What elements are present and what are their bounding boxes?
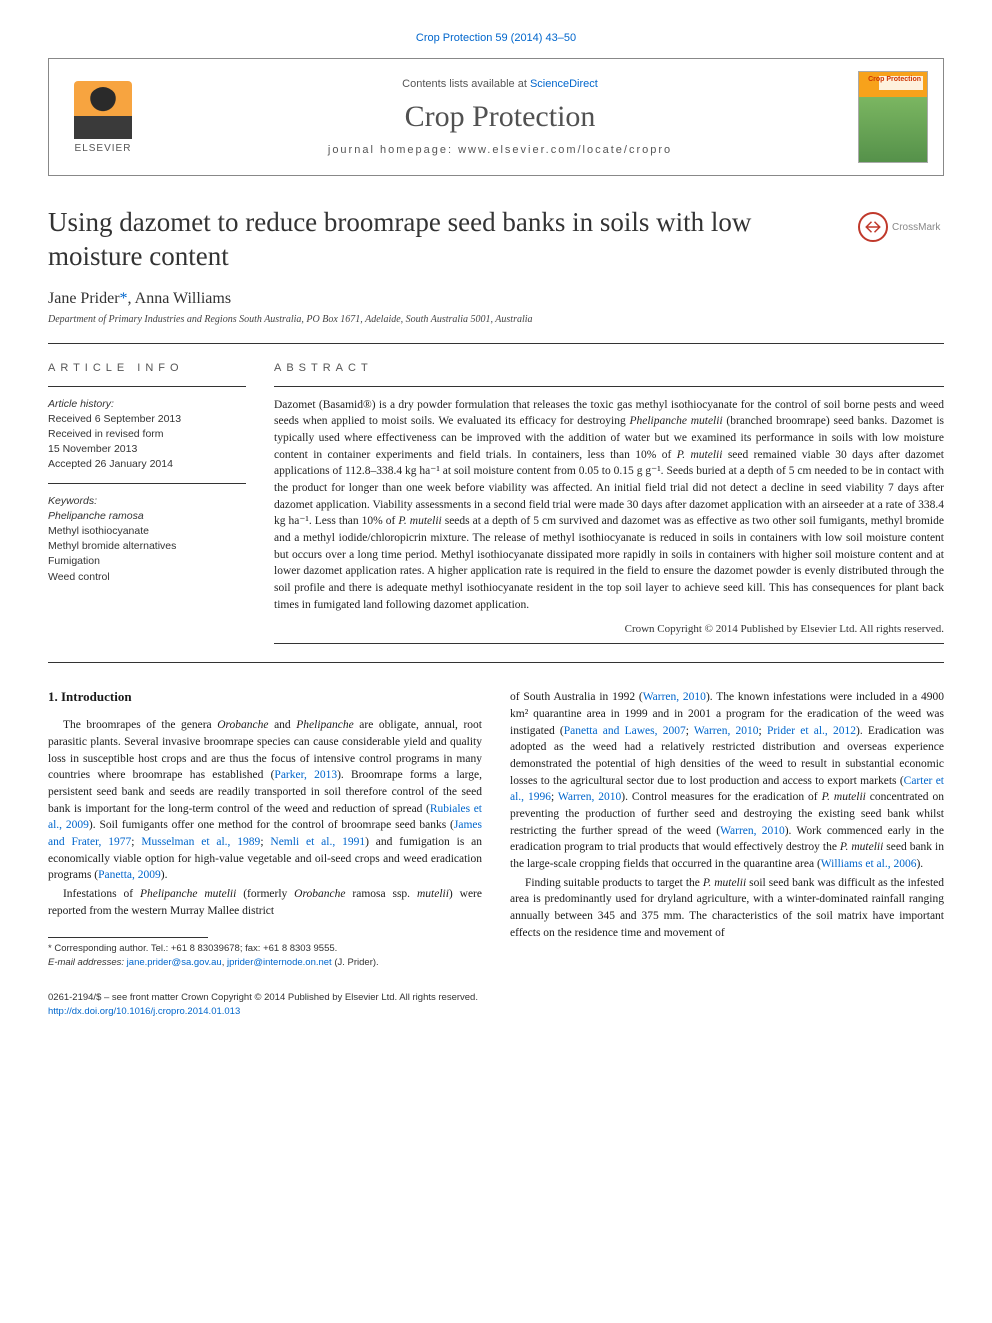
corr-label: * Corresponding author. [48, 943, 151, 954]
section-title: Introduction [61, 689, 132, 704]
divider-top [48, 343, 944, 344]
citation-link[interactable]: Panetta and Lawes, 2007 [564, 725, 686, 737]
journal-header: ELSEVIER Contents lists available at Sci… [48, 58, 944, 176]
doi-link[interactable]: http://dx.doi.org/10.1016/j.cropro.2014.… [48, 1006, 240, 1017]
right-column: of South Australia in 1992 (Warren, 2010… [510, 689, 944, 969]
citation-link[interactable]: Parker, 2013 [274, 769, 337, 781]
article-title: Using dazomet to reduce broomrape seed b… [48, 206, 828, 274]
body-columns: 1. Introduction The broomrapes of the ge… [48, 689, 944, 969]
journal-title: Crop Protection [405, 100, 596, 134]
paragraph: of South Australia in 1992 (Warren, 2010… [510, 689, 944, 872]
citation-link[interactable]: James and Frater, 1977 [48, 819, 482, 848]
email-link[interactable]: jprider@internode.on.net [227, 957, 332, 968]
crossmark-widget[interactable]: CrossMark [858, 212, 944, 242]
citation-link[interactable]: Prider et al., 2012 [767, 725, 856, 737]
history-line: Received 6 September 2013 [48, 412, 246, 427]
email-suffix: (J. Prider). [332, 957, 379, 968]
abstract-text: Dazomet (Basamid®) is a dry powder formu… [274, 397, 944, 614]
corresponding-footnote: * Corresponding author. Tel.: +61 8 8303… [48, 942, 482, 955]
article-info-heading: ARTICLE INFO [48, 362, 246, 374]
fax: +61 8 8303 9555. [263, 943, 337, 954]
author-2: Anna Williams [135, 290, 231, 307]
sciencedirect-link[interactable]: ScienceDirect [530, 78, 598, 90]
contents-prefix: Contents lists available at [402, 78, 530, 90]
publisher-logo-cell: ELSEVIER [49, 59, 157, 175]
email-footnote: E-mail addresses: jane.prider@sa.gov.au,… [48, 956, 482, 969]
cover-title-text: Crop Protection [868, 76, 921, 83]
email-label: E-mail addresses: [48, 957, 127, 968]
divider-mid [48, 662, 944, 663]
corresponding-marker[interactable]: * [120, 290, 128, 307]
footer-bar: 0261-2194/$ – see front matter Crown Cop… [48, 991, 944, 1020]
keyword: Fumigation [48, 554, 246, 569]
keyword: Weed control [48, 570, 246, 585]
left-column: 1. Introduction The broomrapes of the ge… [48, 689, 482, 969]
citation-link[interactable]: Warren, 2010 [720, 825, 785, 837]
history-line: 15 November 2013 [48, 442, 246, 457]
history-line: Accepted 26 January 2014 [48, 457, 246, 472]
abstract-heading: ABSTRACT [274, 362, 944, 374]
tel: +61 8 83039678 [171, 943, 240, 954]
citation-link[interactable]: Warren, 2010 [694, 725, 759, 737]
citation-link[interactable]: Musselman et al., 1989 [141, 836, 260, 848]
history-label: Article history: [48, 397, 246, 412]
issn-line: 0261-2194/$ – see front matter Crown Cop… [48, 991, 944, 1005]
citation-link[interactable]: Warren, 2010 [558, 791, 621, 803]
issue-citation: Crop Protection 59 (2014) 43–50 [48, 32, 944, 44]
citation-link[interactable]: Warren, 2010 [643, 691, 706, 703]
abstract-rule [274, 386, 944, 387]
contents-available-line: Contents lists available at ScienceDirec… [402, 78, 598, 90]
elsevier-logo: ELSEVIER [64, 72, 142, 162]
tel-label: Tel.: [151, 943, 171, 954]
cover-thumb-cell: Crop Protection [843, 59, 943, 175]
crossmark-label: CrossMark [892, 222, 940, 233]
section-number: 1. [48, 689, 58, 704]
header-center: Contents lists available at ScienceDirec… [157, 59, 843, 175]
author-1: Jane Prider [48, 290, 120, 307]
elsevier-logo-text: ELSEVIER [75, 143, 132, 154]
paragraph: Infestations of Phelipanche mutelii (for… [48, 886, 482, 919]
fax-label: ; fax: [240, 943, 263, 954]
keyword: Methyl isothiocyanate [48, 524, 246, 539]
citation-link[interactable]: Rubiales et al., 2009 [48, 803, 482, 832]
homepage-url[interactable]: www.elsevier.com/locate/cropro [458, 144, 672, 156]
citation-link[interactable]: Panetta, 2009 [98, 869, 161, 881]
history-line: Received in revised form [48, 427, 246, 442]
issue-citation-link[interactable]: Crop Protection 59 (2014) 43–50 [416, 32, 576, 44]
paragraph: Finding suitable products to target the … [510, 875, 944, 942]
journal-homepage-line: journal homepage: www.elsevier.com/locat… [328, 144, 672, 156]
citation-link[interactable]: Williams et al., 2006 [821, 858, 917, 870]
keyword: Phelipanche ramosa [48, 509, 246, 524]
abstract-column: ABSTRACT Dazomet (Basamid®) is a dry pow… [274, 362, 944, 645]
footnote-rule [48, 937, 208, 938]
authors-line: Jane Prider*, Anna Williams [48, 290, 944, 308]
paragraph: The broomrapes of the genera Orobanche a… [48, 717, 482, 884]
email-link[interactable]: jane.prider@sa.gov.au [127, 957, 222, 968]
keyword: Methyl bromide alternatives [48, 539, 246, 554]
affiliation: Department of Primary Industries and Reg… [48, 314, 944, 325]
abstract-copyright: Crown Copyright © 2014 Published by Else… [274, 623, 944, 635]
article-info-column: ARTICLE INFO Article history: Received 6… [48, 362, 246, 645]
homepage-label: journal homepage: [328, 144, 458, 156]
crossmark-icon [858, 212, 888, 242]
abstract-bottom-rule [274, 643, 944, 644]
keywords-label: Keywords: [48, 494, 246, 509]
section-heading: 1. Introduction [48, 689, 482, 705]
citation-link[interactable]: Nemli et al., 1991 [270, 836, 365, 848]
journal-cover-thumbnail: Crop Protection [858, 71, 928, 163]
elsevier-tree-icon [74, 81, 132, 139]
